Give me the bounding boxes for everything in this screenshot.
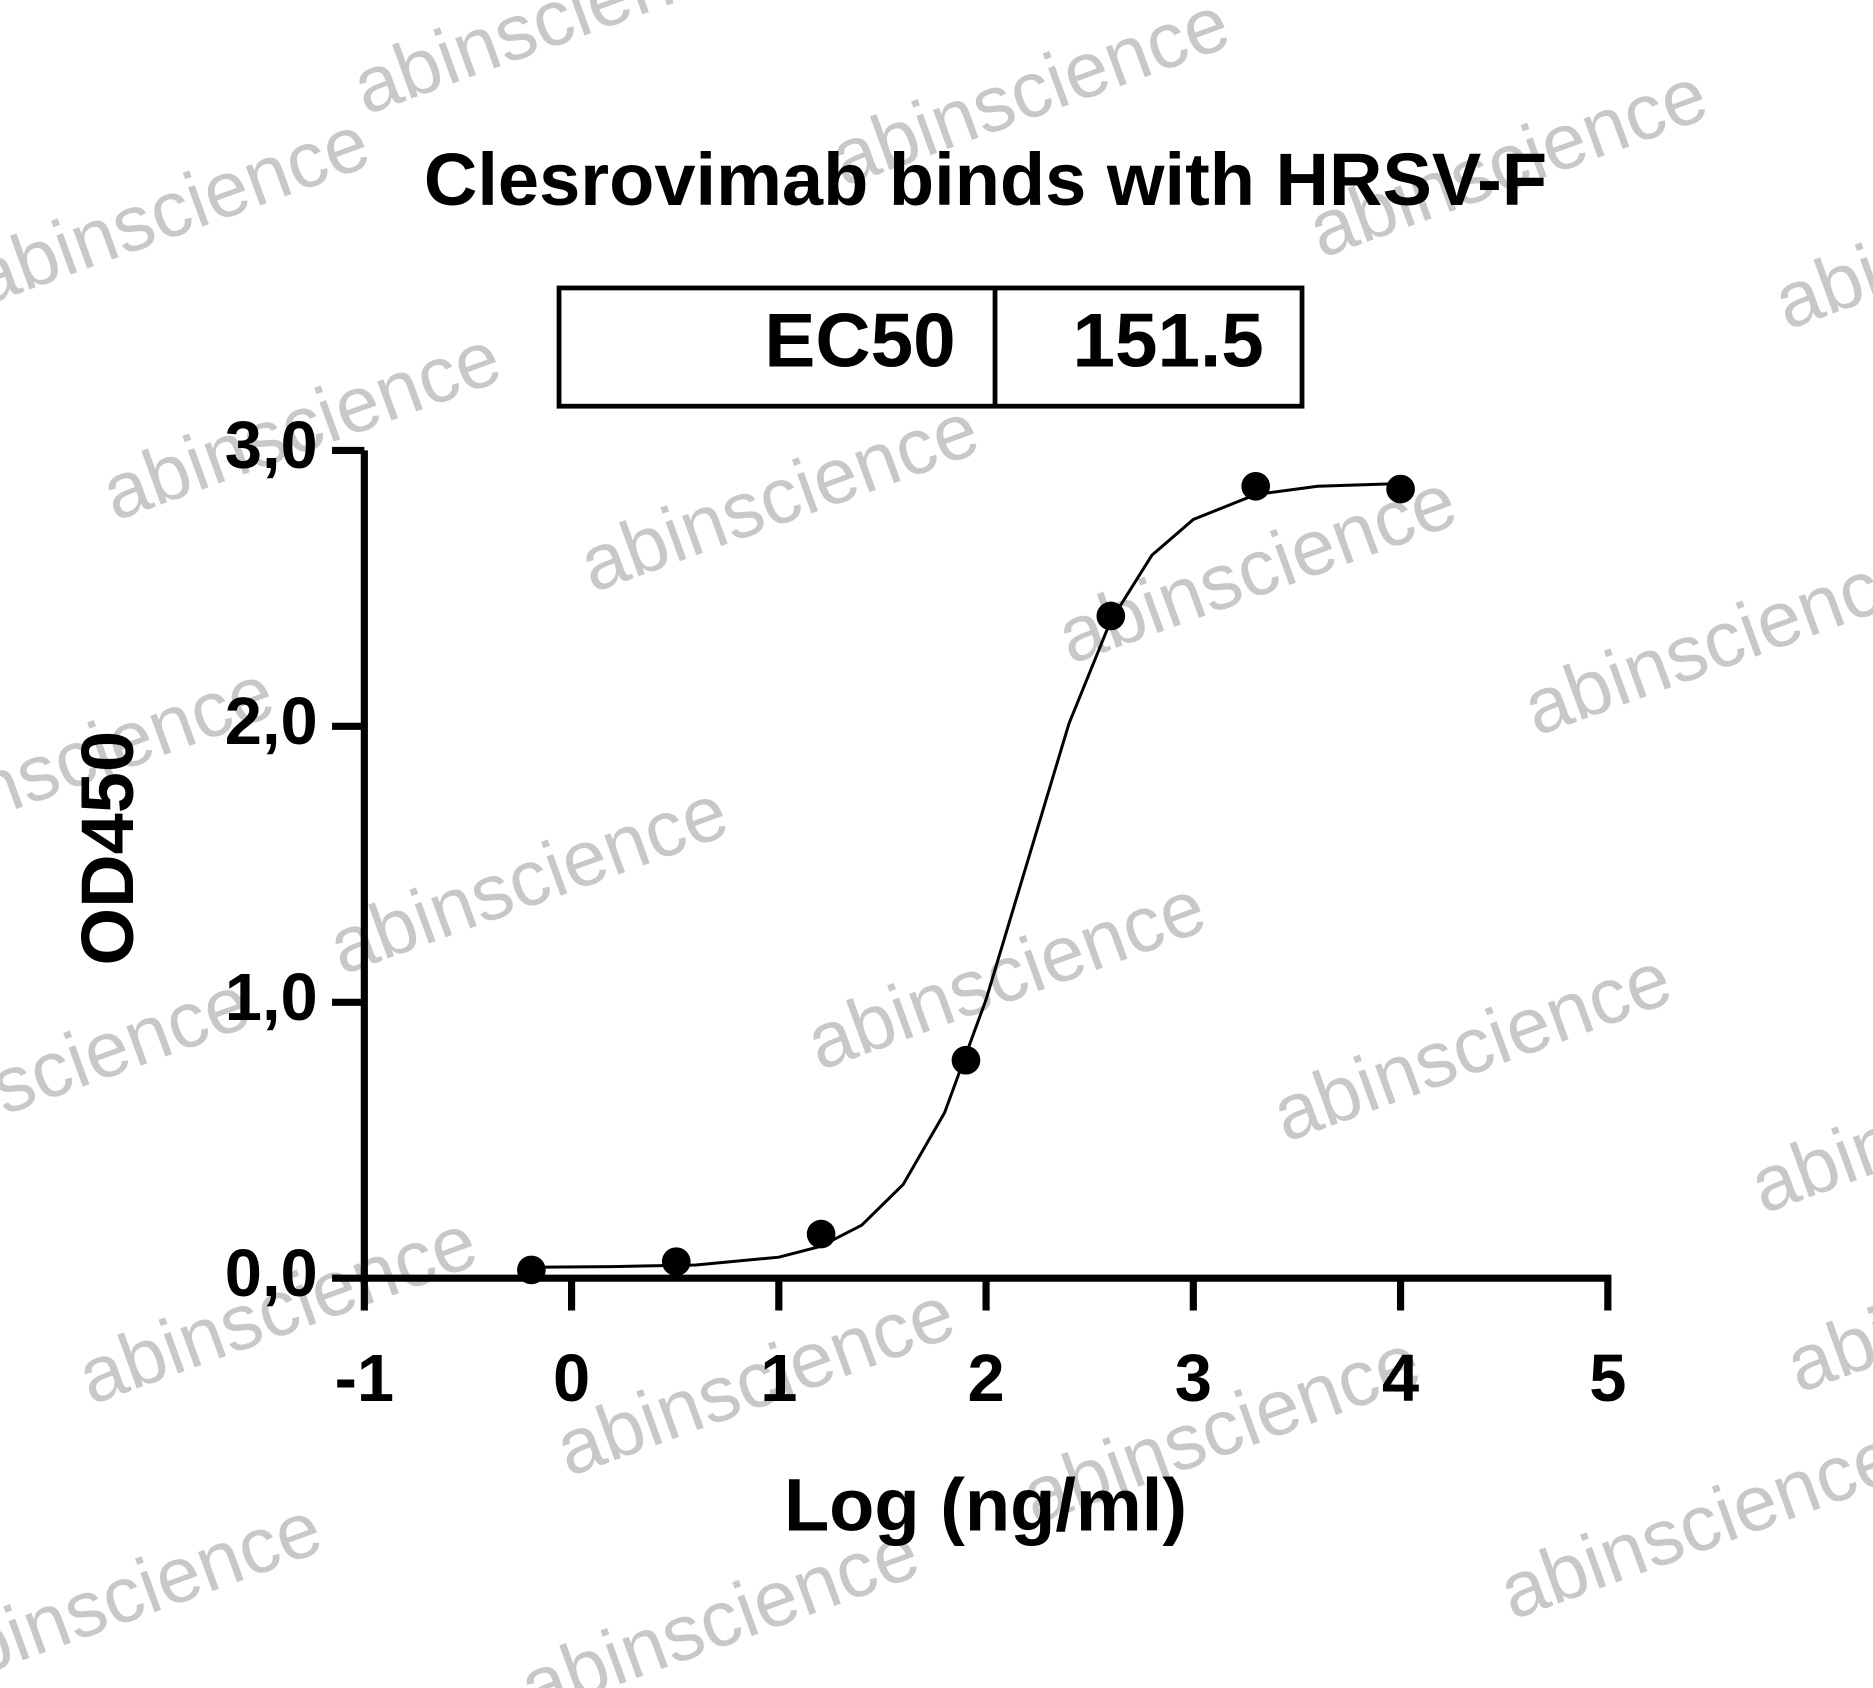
x-axis-title: Log (ng/ml) [784,1464,1187,1547]
ec50-value: 151.5 [1073,299,1264,384]
watermark: abinscience [0,957,261,1182]
data-point [806,1219,836,1249]
data-point [1241,471,1271,501]
x-tick-label: 4 [1382,1341,1419,1416]
x-tick-label: 5 [1589,1341,1626,1416]
y-axis-title: OD450 [66,731,149,966]
watermark: abinscience [1261,933,1682,1158]
x-tick-label: 3 [1175,1341,1212,1416]
data-point [951,1045,981,1075]
watermark: abinscience [1763,121,1873,346]
x-tick-label: 0 [553,1341,590,1416]
watermark: abinscience [341,0,762,131]
x-tick-label: -1 [335,1341,394,1416]
y-tick-label: 2,0 [225,684,318,759]
chart-title: Clesrovimab binds with HRSV-F [424,138,1547,221]
watermark: abinscience [1488,1411,1873,1636]
watermark: abinscience [317,766,738,991]
fit-curve [530,482,1401,1269]
data-point [1096,601,1126,631]
x-tick-label: 1 [760,1341,797,1416]
data-point [517,1255,546,1285]
data-point [661,1247,691,1276]
y-tick-label: 1,0 [225,960,318,1035]
watermark: abinscience [544,1268,965,1493]
ec50-table [556,285,1305,409]
watermark: abinscience [0,97,380,322]
watermark: abinscience [795,862,1216,1087]
y-tick-label: 3,0 [225,408,318,483]
watermark: abinscience [1512,527,1873,752]
watermark: abinscience [568,384,989,609]
data-point [1386,474,1415,504]
ec50-label: EC50 [764,299,955,384]
x-tick-label: 2 [967,1341,1004,1416]
watermark: abinscience [0,1483,332,1688]
watermark: abinscience [1739,1005,1873,1230]
y-tick-label: 0,0 [225,1236,318,1311]
